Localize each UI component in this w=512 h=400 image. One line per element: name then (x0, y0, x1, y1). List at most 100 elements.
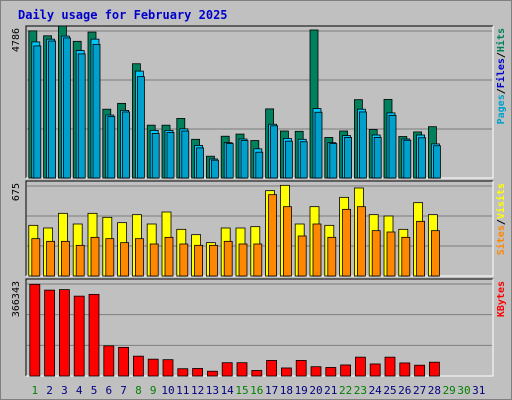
y-max-label: 4786 (11, 28, 22, 52)
pages-bar (388, 114, 397, 179)
x-tick-label: 10 (161, 384, 174, 397)
pages-bar (92, 43, 101, 179)
x-tick-label: 6 (105, 384, 112, 397)
sites-bar (371, 230, 381, 277)
sites-bar (223, 240, 233, 277)
pages-bar (166, 132, 175, 179)
pages-bar (418, 137, 427, 179)
kbytes-bar (192, 368, 204, 377)
kbytes-bar (251, 370, 263, 377)
sites-bar (356, 206, 366, 277)
kbytes-bar (118, 346, 129, 377)
pages-bar (299, 141, 308, 179)
x-tick-label: 29 (443, 384, 456, 397)
x-tick-label: 18 (280, 384, 293, 397)
kbytes-bar (236, 362, 248, 377)
y-max-label: 675 (11, 183, 22, 201)
kbytes-bar (177, 368, 189, 377)
x-tick-label: 27 (413, 384, 426, 397)
page-title: Daily usage for February 2025 (18, 8, 228, 22)
pages-bar (432, 145, 441, 179)
kbytes-bar (340, 364, 352, 377)
sites-bar (61, 240, 70, 277)
legend-entry: Pages (496, 94, 507, 124)
x-tick-label: 4 (76, 384, 83, 397)
kbytes-bar (354, 356, 366, 377)
pages-bar (373, 137, 382, 179)
sites-bar (342, 208, 352, 277)
x-tick-label: 28 (428, 384, 441, 397)
kbytes-bar (206, 370, 218, 377)
pages-bar (122, 111, 130, 179)
x-tick-label: 5 (91, 384, 98, 397)
legend: KBytes (496, 281, 507, 317)
pages-bar (107, 116, 116, 179)
pages-bar (270, 125, 279, 179)
kbytes-bar (162, 359, 174, 377)
legend: Pages/Files/Hits (495, 28, 507, 124)
pages-bar (403, 139, 412, 179)
legend-entry: / (496, 52, 507, 58)
pages-bar (136, 76, 145, 179)
kbytes-bar (266, 360, 278, 377)
x-tick-label: 15 (235, 384, 248, 397)
sites-bar (194, 244, 204, 277)
kbytes-panel-border-dark (25, 278, 493, 376)
pages-bar (151, 133, 160, 179)
kbytes-bar (280, 367, 292, 377)
legend-entry: Visits (495, 183, 507, 219)
pages-bar (225, 143, 234, 179)
x-tick-label: 17 (265, 384, 278, 397)
legend: Sites/Visits (495, 183, 507, 255)
sites-bar (416, 220, 426, 277)
pages-bar (284, 140, 293, 179)
sites-bar (297, 235, 307, 277)
sites-bar (46, 240, 55, 277)
x-tick-label: 21 (324, 384, 337, 397)
sites-bar (134, 238, 144, 277)
x-tick-label: 31 (472, 384, 485, 397)
legend-entry: KBytes (496, 281, 507, 317)
sites-bar (327, 236, 337, 277)
kbytes-bar (44, 289, 55, 377)
sites-bar (90, 236, 100, 277)
kbytes-bar (384, 356, 396, 377)
kbytes-bar (29, 283, 41, 377)
pages-bar (255, 151, 264, 179)
sites-bar (164, 236, 174, 277)
sites-bar (149, 243, 159, 277)
kbytes-bar (132, 355, 144, 377)
x-tick-label: 14 (221, 384, 235, 397)
kbytes-bar (310, 366, 322, 377)
x-tick-label: 19 (295, 384, 308, 397)
legend-entry: / (496, 88, 507, 94)
pages-bar (314, 111, 323, 179)
kbytes-bar (428, 361, 440, 377)
sites-bar (120, 242, 129, 277)
pages-bar (344, 137, 353, 179)
sites-bar (268, 194, 278, 277)
x-tick-label: 23 (354, 384, 367, 397)
kbytes-bar (147, 358, 159, 377)
kbytes-bar (103, 345, 115, 377)
kbytes-bar (399, 362, 411, 377)
x-tick-label: 30 (457, 384, 470, 397)
visits-panel-border-dark (25, 180, 493, 276)
x-tick-label: 1 (31, 384, 38, 397)
sites-bar (282, 206, 292, 277)
pages-bar (181, 130, 190, 179)
kbytes-bar (295, 360, 307, 377)
x-tick-label: 24 (369, 384, 383, 397)
kbytes-bar (73, 295, 85, 377)
sites-bar (430, 230, 440, 277)
x-tick-label: 7 (120, 384, 127, 397)
y-max-label: 366343 (11, 281, 22, 317)
pages-bar (63, 37, 71, 179)
sites-bar (312, 223, 322, 277)
kbytes-bar (88, 293, 100, 377)
pages-bar (210, 159, 219, 179)
kbytes-bar (325, 367, 337, 377)
pages-bar (358, 111, 367, 179)
